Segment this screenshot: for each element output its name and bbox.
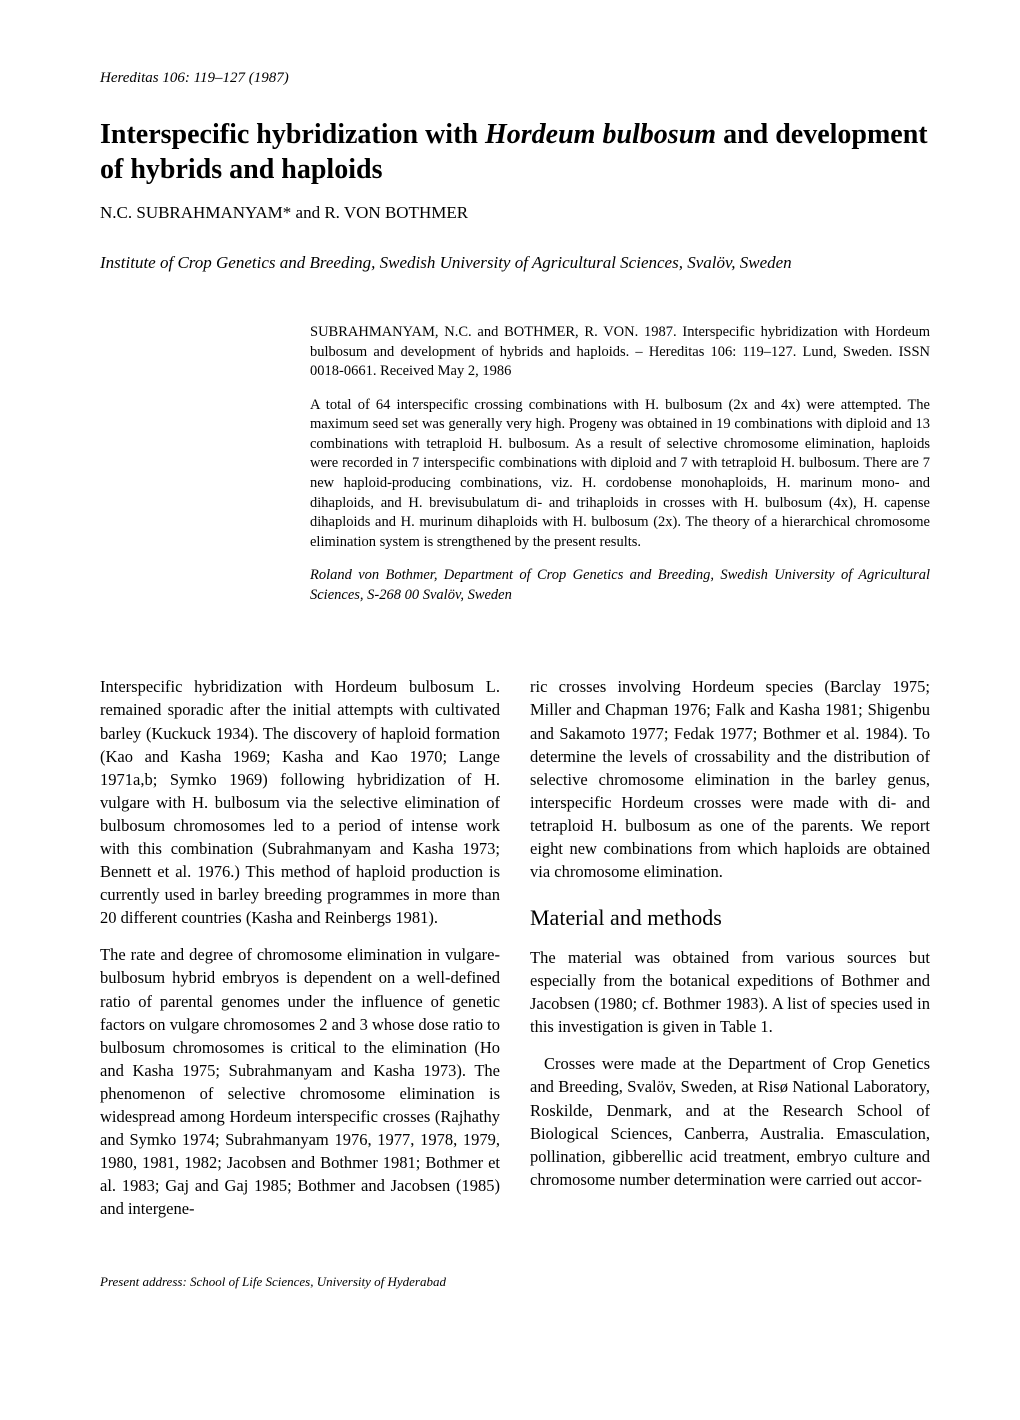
correspondence: Roland von Bothmer, Department of Crop G… (310, 566, 930, 605)
intro-paragraph-3: ric crosses involving Hordeum species (B… (530, 675, 930, 883)
intro-paragraph-2: The rate and degree of chromosome elimin… (100, 943, 500, 1220)
methods-paragraph-1: The material was obtained from various s… (530, 946, 930, 1038)
affiliation: Institute of Crop Genetics and Breeding,… (100, 253, 930, 273)
page: Hereditas 106: 119–127 (1987) Interspeci… (0, 0, 1020, 1350)
abstract-citation: SUBRAHMANYAM, N.C. and BOTHMER, R. VON. … (310, 323, 930, 382)
article-title: Interspecific hybridization with Hordeum… (100, 117, 930, 187)
footnote: Present address: School of Life Sciences… (100, 1274, 930, 1290)
authors: N.C. SUBRAHMANYAM* and R. VON BOTHMER (100, 203, 930, 223)
title-part1: Interspecific hybridization with (100, 119, 485, 150)
column-right: ric crosses involving Hordeum species (B… (530, 675, 930, 1234)
abstract-block: SUBRAHMANYAM, N.C. and BOTHMER, R. VON. … (310, 323, 930, 605)
body-columns: Interspecific hybridization with Hordeum… (100, 675, 930, 1234)
section-heading-materials: Material and methods (530, 903, 930, 934)
running-head: Hereditas 106: 119–127 (1987) (100, 70, 930, 87)
abstract-body: A total of 64 interspecific crossing com… (310, 396, 930, 553)
column-left: Interspecific hybridization with Hordeum… (100, 675, 500, 1234)
methods-paragraph-2: Crosses were made at the Department of C… (530, 1052, 930, 1191)
intro-paragraph-1: Interspecific hybridization with Hordeum… (100, 675, 500, 929)
title-italic-species: Hordeum bulbosum (485, 119, 716, 150)
